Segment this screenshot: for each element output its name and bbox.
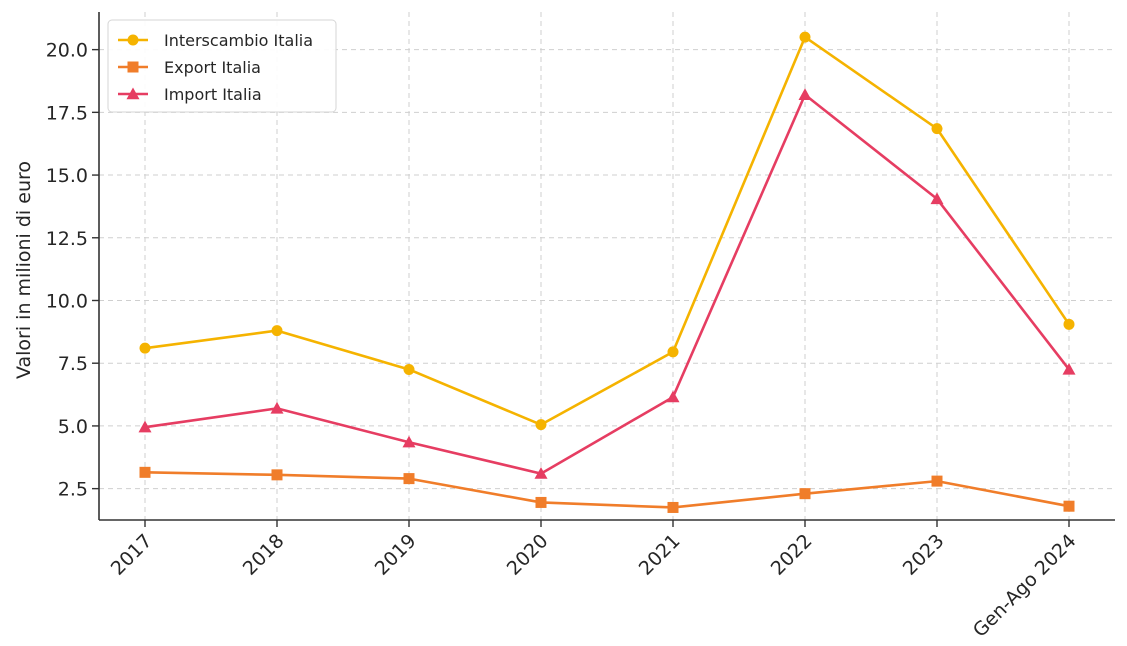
- y-tick-label: 10.0: [46, 290, 88, 312]
- y-tick-label: 15.0: [46, 165, 88, 187]
- data-point: [535, 419, 547, 431]
- x-tick-label: 2020: [503, 530, 553, 580]
- data-point: [931, 475, 943, 487]
- x-tick-label: 2023: [899, 530, 949, 580]
- data-point: [534, 467, 548, 479]
- series-group: [138, 31, 1076, 513]
- legend-label: Import Italia: [164, 85, 262, 104]
- data-point: [402, 435, 416, 448]
- legend-box: [107, 19, 337, 113]
- x-tick-label: Gen-Ago 2024: [969, 530, 1081, 642]
- data-point: [1063, 500, 1075, 512]
- data-point: [799, 31, 811, 43]
- data-point: [270, 401, 284, 414]
- data-point: [271, 325, 283, 337]
- x-tick-label: 2021: [635, 530, 685, 580]
- data-point: [931, 123, 943, 135]
- x-tick-label: 2018: [239, 530, 289, 580]
- series-2: [138, 88, 1076, 479]
- data-point: [666, 390, 680, 403]
- y-tick-label: 20.0: [46, 40, 88, 62]
- data-point: [798, 88, 812, 100]
- data-point: [667, 346, 679, 358]
- data-point: [1063, 318, 1075, 330]
- y-tick-label: 2.5: [58, 479, 88, 501]
- legend-label: Interscambio Italia: [164, 31, 313, 50]
- x-tick-label: 2022: [767, 530, 817, 580]
- x-tick-label: 2019: [371, 530, 421, 580]
- legend[interactable]: Interscambio Italia Export Italia Import I…: [107, 19, 337, 113]
- legend-marker: [127, 34, 139, 46]
- legend-label: Export Italia: [164, 58, 261, 77]
- data-point: [139, 466, 151, 478]
- series-0: [139, 31, 1075, 431]
- legend-marker: [127, 61, 139, 73]
- data-point: [271, 469, 283, 481]
- legend-marker: [126, 87, 140, 100]
- data-point: [535, 496, 547, 508]
- y-tick-label: 5.0: [58, 416, 88, 438]
- data-point: [799, 488, 811, 500]
- series-1: [139, 466, 1075, 513]
- series-line: [144, 93, 1071, 475]
- data-point: [1062, 362, 1076, 375]
- y-tick-label: 17.5: [46, 102, 88, 124]
- data-point: [403, 473, 415, 485]
- x-tick-label: 2017: [107, 530, 157, 580]
- data-point: [930, 192, 944, 205]
- data-point: [667, 501, 679, 513]
- y-tick-label: 12.5: [46, 228, 88, 250]
- series-line: [144, 35, 1071, 426]
- y-tick-label: 7.5: [58, 353, 88, 375]
- y-axis-title: Valori in milioni di euro: [13, 161, 35, 379]
- series-line: [144, 471, 1070, 509]
- data-point: [139, 342, 151, 354]
- data-point: [138, 420, 152, 433]
- data-point: [403, 363, 415, 375]
